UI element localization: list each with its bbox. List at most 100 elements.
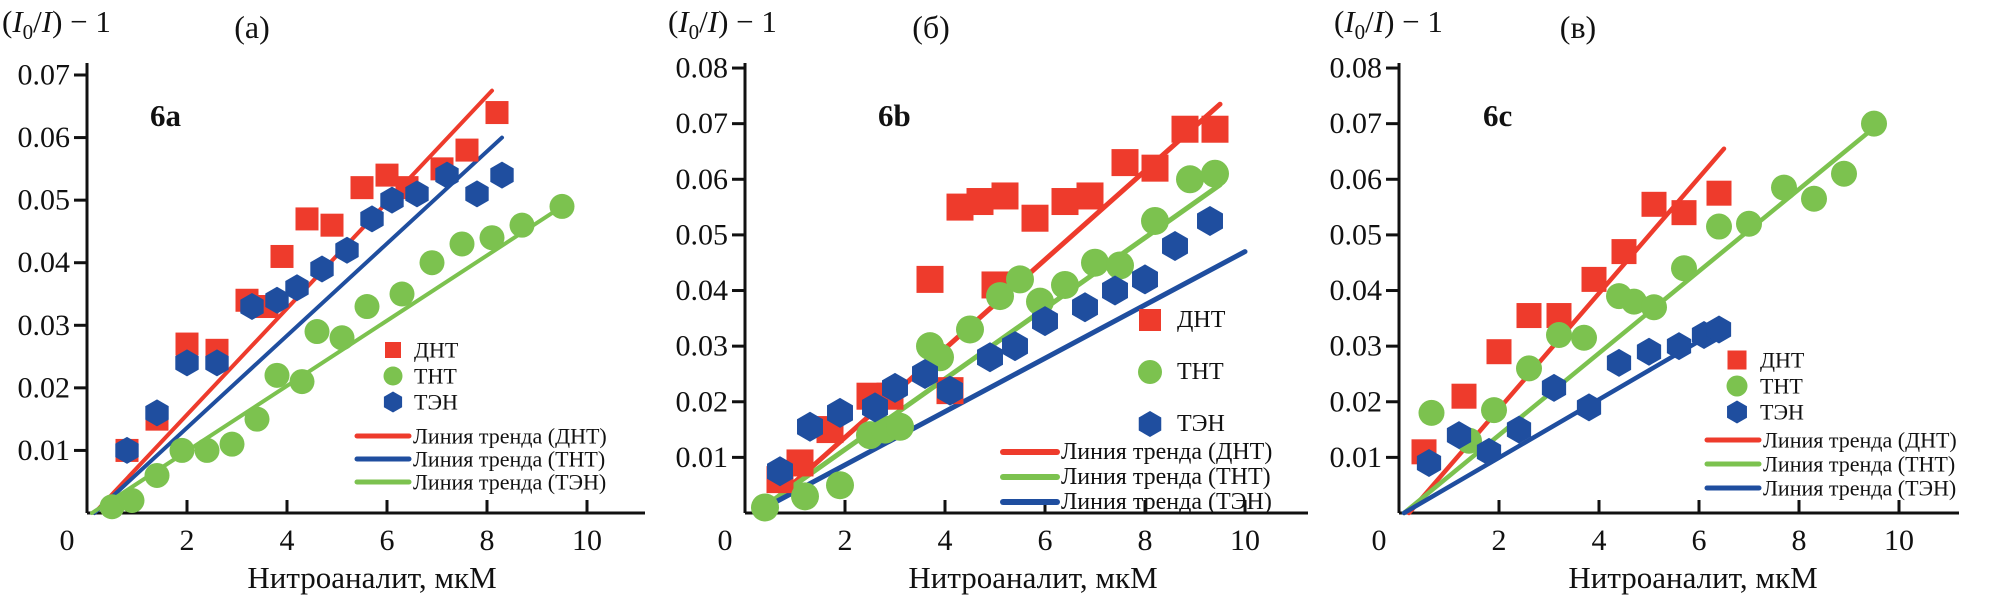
dnt-square-marker (1076, 182, 1104, 210)
tnt-circle-marker (99, 494, 125, 520)
y-tick-label: 0.02 (18, 371, 71, 404)
y-axis-title: (I0/I) − 1 (1334, 4, 1443, 44)
x-tick-label: 8 (480, 524, 495, 557)
dnt-square-marker (1171, 115, 1199, 143)
legend-marker-item-tnt: ТНТ (1138, 359, 1224, 385)
dnt-square-marker (320, 213, 344, 237)
y-axis-title: (I0/I) − 1 (2, 4, 111, 44)
legend-label: Линия тренда (ТНТ) (413, 447, 605, 472)
tnt-circle-marker (826, 471, 854, 500)
ten-hexagon-marker (1706, 315, 1732, 344)
y-tick-label: 0.03 (1330, 330, 1383, 363)
x-tick-label: 10 (1230, 524, 1260, 557)
series-ten-points (115, 161, 514, 464)
legend-trendline-item-dnt: Линия тренда (ДНТ) (354, 424, 607, 449)
tnt-circle-marker (956, 315, 984, 344)
tnt-circle-marker (791, 482, 819, 511)
ten-hexagon-marker (1606, 348, 1632, 377)
dnt-square-marker (916, 265, 944, 293)
tnt-circle-marker (1418, 399, 1445, 426)
dnt-square-marker (966, 188, 994, 216)
x-tick-label: 10 (1884, 524, 1914, 557)
legend-tnt-circle-icon (1726, 375, 1748, 397)
trend-line-ten (752, 249, 1248, 516)
dnt-square-marker (375, 163, 399, 187)
legend-marker-item-ten: ТЭН (1138, 411, 1225, 437)
legend-label: Линия тренда (ДНТ) (413, 424, 607, 449)
y-tick-label: 0.02 (676, 385, 729, 418)
trend-line-ten (90, 201, 569, 515)
ten-hexagon-marker (405, 180, 429, 208)
ten-hexagon-marker (380, 186, 404, 214)
tnt-circle-marker (986, 282, 1014, 311)
tnt-circle-marker (1771, 174, 1797, 201)
tnt-circle-marker (1706, 213, 1732, 240)
y-tick-label: 0.08 (1330, 52, 1383, 85)
panel-a-chart: (I0/I) − 1 (а) 6a 0.01 0.02 0.03 0.04 0.05 0.06 0… (2, 4, 645, 595)
dnt-square-marker (1141, 154, 1169, 182)
ten-hexagon-marker (145, 399, 169, 427)
dnt-square-marker (1611, 239, 1637, 265)
figure-inner-label: 6b (878, 98, 911, 133)
tnt-circle-marker (449, 231, 475, 257)
ten-hexagon-marker (1132, 264, 1158, 295)
y-tick-label: 0.01 (18, 434, 71, 467)
y-tick-label: 0.07 (1330, 107, 1383, 140)
y-tick-label: 0.07 (18, 59, 71, 92)
ten-hexagon-marker (1446, 421, 1472, 450)
tnt-circle-marker (1006, 265, 1034, 294)
legend-dnt-square-icon (1727, 350, 1747, 370)
x-tick-label: 0 (718, 524, 733, 557)
legend-ten-hexagon-icon (383, 391, 403, 413)
ten-hexagon-marker (977, 342, 1003, 373)
legend-trendline-item-tnt: Линия тренда (ТНТ) (354, 447, 605, 472)
legend-label: ТЭН (414, 390, 458, 415)
x-tick-label: 8 (1792, 524, 1807, 557)
figure-inner-label: 6c (1483, 98, 1512, 133)
dnt-square-marker (1021, 204, 1049, 232)
ten-hexagon-marker (435, 161, 459, 189)
tnt-circle-marker (1571, 324, 1597, 351)
dnt-square-marker (175, 332, 199, 356)
trend-line-dnt (92, 88, 494, 515)
panel-b-chart: (I0/I) − 1 (б) 6b 0.01 0.02 0.03 0.04 0.05 0.06 0… (668, 4, 1308, 595)
ten-hexagon-marker (1102, 275, 1128, 306)
tnt-circle-marker (169, 437, 195, 463)
y-tick-label: 0.06 (676, 163, 729, 196)
legend-label: Линия тренда (ТЭН) (413, 470, 606, 495)
ten-hexagon-marker (1197, 205, 1223, 236)
y-tick-label: 0.01 (676, 441, 729, 474)
series-dnt-points (1411, 180, 1732, 465)
series-ten-points (1416, 315, 1732, 477)
legend-trendline-item-tnt: Линия тренда (ТНТ) (1000, 464, 1271, 490)
ten-hexagon-marker (827, 397, 853, 428)
panel-label: (в) (1560, 9, 1596, 45)
y-tick-label: 0.06 (1330, 163, 1383, 196)
ten-hexagon-marker (465, 180, 489, 208)
dnt-square-marker (1641, 191, 1667, 217)
dnt-square-marker (295, 207, 319, 231)
panel-c-chart: (I0/I) − 1 (в) 6c 0.01 0.02 0.03 0.04 0.05 0.06 0… (1330, 4, 1959, 595)
dnt-square-marker (1706, 180, 1732, 206)
ten-hexagon-marker (1002, 331, 1028, 362)
ten-hexagon-marker (1576, 393, 1602, 422)
tnt-circle-marker (509, 212, 535, 238)
tnt-circle-marker (1106, 251, 1134, 280)
panel-label: (а) (234, 9, 270, 45)
dnt-square-marker (270, 244, 294, 268)
dnt-square-marker (350, 176, 374, 200)
x-axis-label: Нитроаналит, мкМ (908, 560, 1157, 595)
legend-label: ТНТ (1177, 359, 1224, 385)
dnt-square-marker (1581, 266, 1607, 292)
ten-hexagon-marker (1416, 448, 1442, 477)
dnt-square-marker (1201, 115, 1229, 143)
tnt-circle-marker (354, 294, 380, 320)
legend-label: ТНТ (1760, 374, 1803, 399)
dnt-square-marker (1486, 339, 1512, 365)
legend-label: Линия тренда (ДНТ) (1763, 428, 1957, 453)
legend-trendline-item-dnt: Линия тренда (ДНТ) (1000, 439, 1272, 465)
y-axis-title: (I0/I) − 1 (668, 4, 777, 44)
